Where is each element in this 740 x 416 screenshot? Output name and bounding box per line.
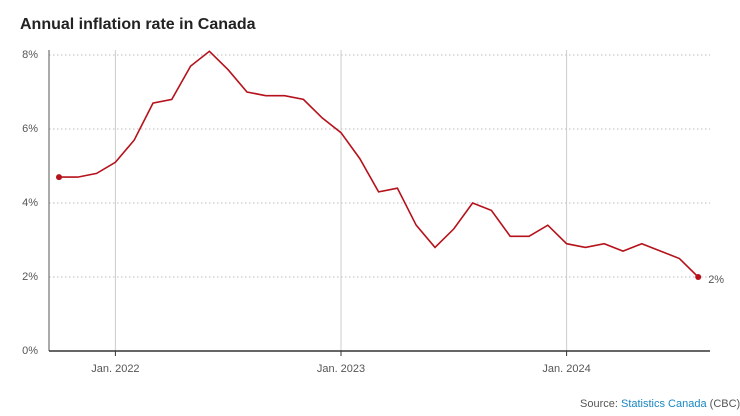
- y-tick-label: 2%: [22, 271, 38, 283]
- value-label: 2%: [708, 274, 724, 286]
- y-tick-label: 8%: [22, 49, 38, 61]
- source: Source: Statistics Canada (CBC): [580, 398, 740, 410]
- y-tick-label: 6%: [22, 123, 38, 135]
- x-tick-label: Jan. 2022: [91, 363, 139, 375]
- y-tick-label: 4%: [22, 197, 38, 209]
- y-tick-label: 0%: [22, 345, 38, 357]
- chart-title: Annual inflation rate in Canada: [20, 16, 256, 33]
- x-tick-label: Jan. 2023: [317, 363, 365, 375]
- source-label: Source:: [580, 398, 618, 410]
- line: [59, 50, 699, 278]
- x-tick-label: Jan. 2024: [542, 363, 590, 375]
- end-point: [695, 274, 702, 280]
- source-note: (CBC): [710, 398, 740, 410]
- source-link[interactable]: Statistics Canada: [621, 398, 707, 410]
- end-point: [56, 174, 62, 181]
